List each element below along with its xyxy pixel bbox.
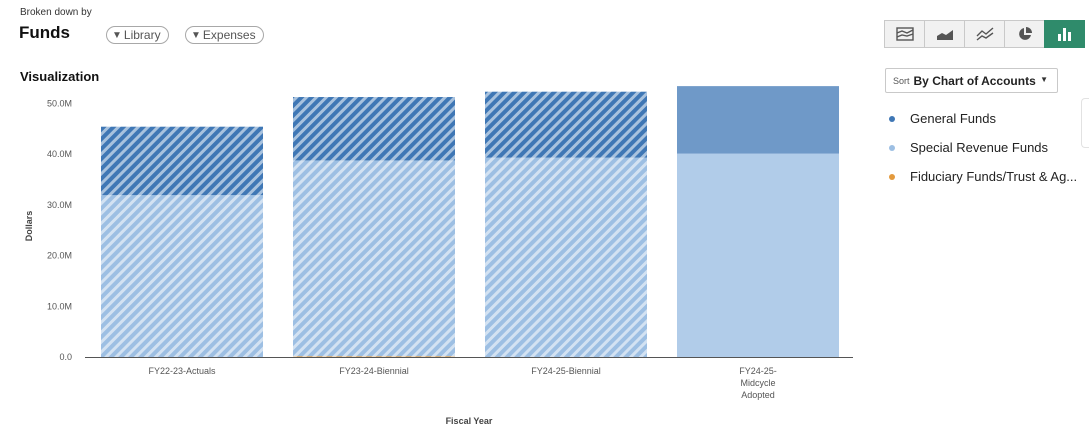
bar-chart-button[interactable] [1044,20,1085,48]
y-tick-label: 0.0 [59,352,72,362]
bar-segment [293,160,455,357]
x-tick-label: FY22-23-Actuals [148,366,216,376]
filter-icon: ▼ [112,29,122,41]
x-tick-label: FY24-25-Biennial [531,366,601,376]
x-tick-label: Adopted [741,390,775,400]
sort-prefix: Sort [893,75,910,86]
bar-segment [101,195,263,357]
y-tick-label: 40.0M [47,149,72,159]
legend-label: General Funds [910,111,996,126]
bar-segment [485,157,647,357]
legend-label: Special Revenue Funds [910,140,1049,155]
line-chart-button[interactable] [964,20,1005,48]
pie-chart-button[interactable] [1004,20,1045,48]
legend-label: Fiduciary Funds/Trust & Ag... [910,169,1078,184]
stacked-area-chart-button[interactable] [884,20,925,48]
line-chart-icon [976,27,993,41]
bar-segment [485,91,647,158]
legend-swatch [889,173,895,180]
legend-swatch [889,115,895,122]
chevron-down-icon: ▼ [1040,75,1048,84]
scrollbar[interactable] [1081,98,1089,148]
area-chart-button[interactable] [924,20,965,48]
sort-dropdown[interactable]: Sort By Chart of Accounts ▼ [885,68,1058,93]
bar-segment [293,97,455,161]
legend-item-general-funds[interactable]: General Funds [889,104,1077,133]
bar-segment [101,126,263,196]
legend-item-special-revenue-funds[interactable]: Special Revenue Funds [889,133,1077,162]
y-tick-label: 10.0M [47,301,72,311]
x-tick-label: FY24-25- [739,366,777,376]
y-tick-label: 30.0M [47,200,72,210]
bar-segment [677,86,839,154]
chart-type-toolbar [884,20,1085,48]
y-tick-label: 20.0M [47,251,72,261]
bar-segment [677,153,839,357]
bar-chart: 0.0 10.0M 20.0M 30.0M 40.0M 50.0M FY22-23-Actu… [24,86,853,426]
chart-legend: General Funds Special Revenue Funds Fidu… [889,104,1077,191]
bar-segment [293,356,455,358]
filter-chip-library[interactable]: ▼ Library [106,26,169,44]
filter-chip-label: Library [123,28,161,42]
page-title: Funds [19,23,70,42]
area-chart-icon [936,30,953,40]
bar-chart-icon [1057,28,1071,41]
pie-chart-icon [1018,27,1032,40]
stacked-area-icon [895,27,914,41]
x-tick-label: Midcycle [740,378,775,388]
legend-item-fiduciary-funds[interactable]: Fiduciary Funds/Trust & Ag... [889,162,1077,191]
y-tick-label: 50.0M [47,98,72,108]
section-title: Visualization [20,69,100,84]
filter-chip-expenses[interactable]: ▼ Expenses [185,26,264,44]
filter-icon: ▼ [191,29,201,41]
broken-down-label: Broken down by [20,7,92,18]
x-tick-label: FY23-24-Biennial [339,366,409,376]
x-axis-title: Fiscal Year [446,416,493,426]
y-axis-title: Dollars [24,211,34,242]
filter-chip-label: Expenses [202,28,256,42]
legend-swatch [889,144,895,151]
sort-value: By Chart of Accounts [913,73,1036,88]
